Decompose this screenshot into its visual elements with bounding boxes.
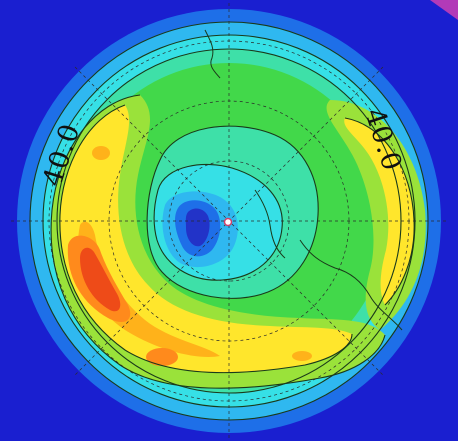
contour-fill-layers [11, 3, 447, 439]
coastline-north [204, 29, 221, 79]
crescent-yellow [59, 105, 352, 373]
corner-patch [430, 0, 458, 20]
contour-line [153, 163, 283, 281]
contour-line [344, 117, 415, 306]
contour-line [50, 94, 386, 389]
orange-spot-south [146, 348, 178, 366]
orange-spot-southeast [292, 351, 312, 361]
coastline-east [299, 239, 403, 331]
center-dark-blue [185, 208, 210, 247]
pole-marker [223, 217, 233, 227]
coastlines [204, 29, 403, 331]
orange-spot-northwest [92, 146, 110, 160]
contour-line [146, 125, 319, 299]
crescent-red [80, 247, 121, 312]
contour-line [59, 104, 353, 374]
coastline-center [254, 189, 286, 259]
